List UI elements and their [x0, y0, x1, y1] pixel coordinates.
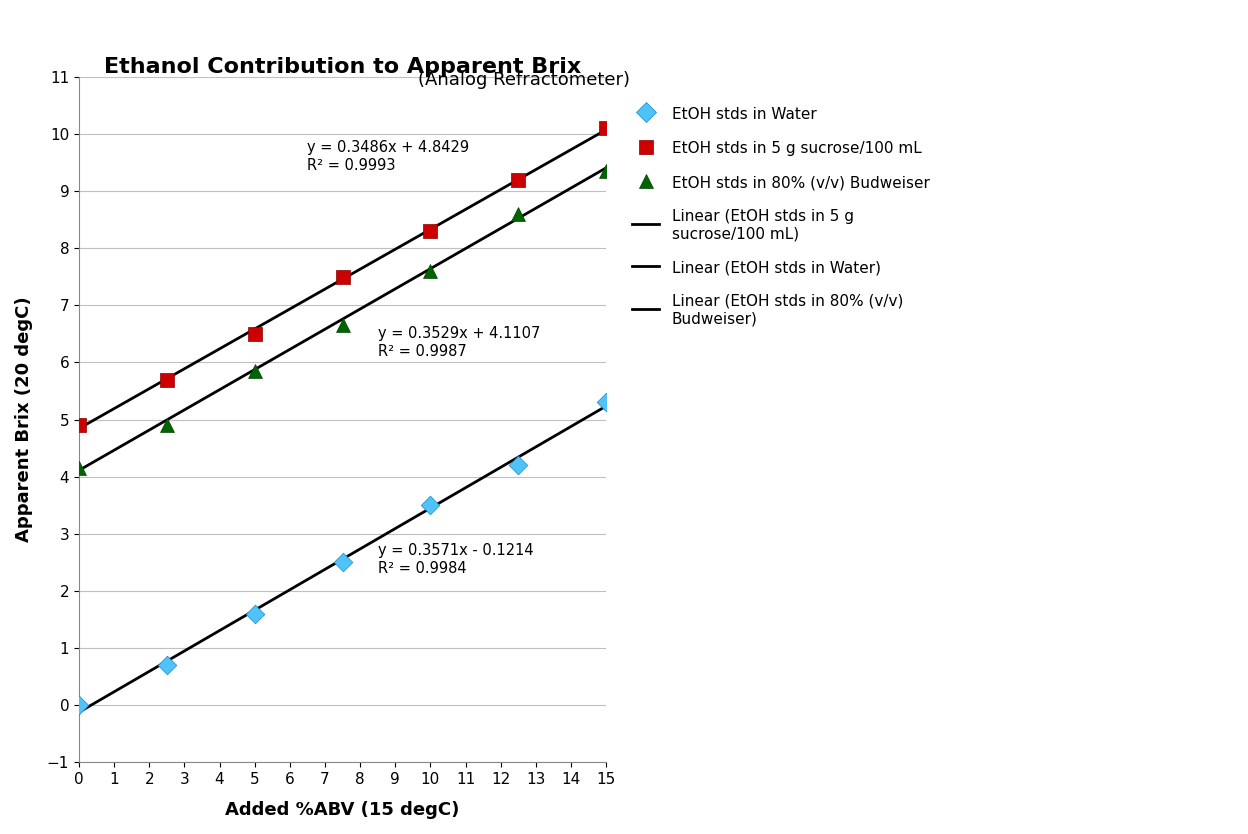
Point	[597, 395, 617, 409]
Point	[597, 122, 617, 135]
Y-axis label: Apparent Brix (20 degC): Apparent Brix (20 degC)	[15, 297, 32, 542]
Text: y = 0.3529x + 4.1107
R² = 0.9987: y = 0.3529x + 4.1107 R² = 0.9987	[378, 326, 540, 359]
Text: (Analog Refractometer): (Analog Refractometer)	[418, 71, 630, 89]
Point	[245, 607, 265, 620]
Point	[508, 173, 528, 186]
Point	[69, 419, 89, 432]
Text: y = 0.3486x + 4.8429
R² = 0.9993: y = 0.3486x + 4.8429 R² = 0.9993	[307, 140, 469, 173]
Point	[157, 419, 177, 432]
Point	[332, 555, 352, 569]
Point	[157, 659, 177, 672]
Point	[332, 319, 352, 332]
Point	[597, 164, 617, 178]
Text: y = 0.3571x - 0.1214
R² = 0.9984: y = 0.3571x - 0.1214 R² = 0.9984	[378, 543, 533, 575]
Point	[421, 264, 441, 278]
Point	[69, 699, 89, 712]
Point	[157, 373, 177, 386]
Point	[245, 364, 265, 378]
Title: Ethanol Contribution to Apparent Brix: Ethanol Contribution to Apparent Brix	[104, 57, 582, 77]
Point	[69, 461, 89, 475]
Point	[508, 207, 528, 220]
Point	[332, 270, 352, 284]
Point	[508, 459, 528, 472]
Point	[245, 327, 265, 340]
Legend: EtOH stds in Water, EtOH stds in 5 g sucrose/100 mL, EtOH stds in 80% (v/v) Budw: EtOH stds in Water, EtOH stds in 5 g suc…	[624, 98, 937, 334]
Point	[421, 499, 441, 512]
Point	[421, 224, 441, 238]
X-axis label: Added %ABV (15 degC): Added %ABV (15 degC)	[226, 801, 459, 819]
